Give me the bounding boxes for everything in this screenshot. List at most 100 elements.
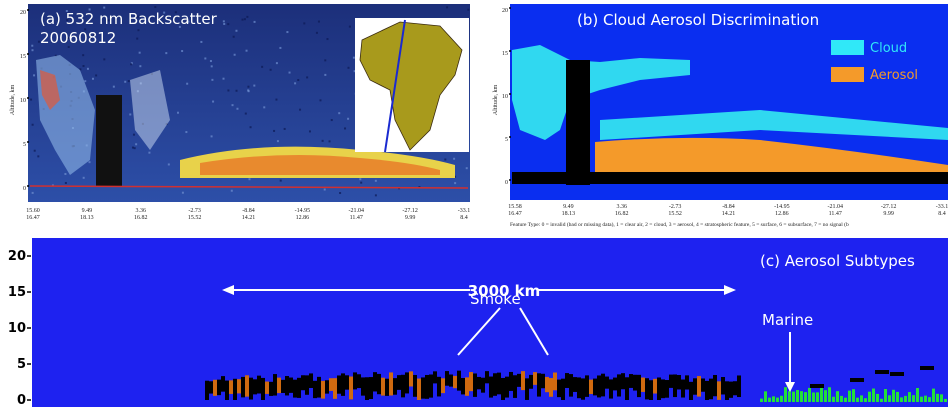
speckle: [454, 182, 456, 184]
smoke: [261, 378, 265, 400]
panel-b: (b) Cloud Aerosol Discrimination Cloud A…: [510, 4, 948, 228]
smoke: [393, 378, 397, 395]
smoke: [349, 377, 353, 400]
speckle: [250, 126, 252, 128]
speckle: [306, 76, 308, 78]
speckle: [89, 161, 91, 163]
smoke: [277, 378, 281, 394]
speckle: [32, 192, 34, 194]
marine: [792, 392, 795, 402]
speckle: [83, 177, 85, 179]
date: 20060812: [40, 29, 116, 47]
smoke: [361, 377, 365, 395]
marine: [928, 397, 931, 402]
smoke: [733, 381, 737, 395]
smoke: [317, 377, 321, 398]
smoke: [469, 372, 473, 391]
smoke: [325, 380, 329, 393]
speckle: [182, 192, 184, 194]
marine: [920, 397, 923, 402]
smoke: [517, 374, 521, 387]
smoke: [681, 380, 685, 398]
speckle: [324, 189, 326, 191]
smoke: [497, 373, 501, 395]
speckle: [303, 22, 305, 24]
speckle: [299, 109, 301, 111]
speckle: [223, 20, 225, 22]
smoke: [357, 374, 361, 388]
x-tick-label: 16.82: [134, 215, 148, 221]
smoke: [389, 372, 393, 395]
smoke: [413, 375, 417, 397]
smoke: [373, 372, 377, 391]
speckle: [233, 36, 235, 38]
smoke: [481, 378, 485, 393]
speckle: [270, 69, 272, 71]
speckle: [236, 108, 238, 110]
marine: [772, 396, 775, 402]
smoke: [649, 380, 653, 400]
x-tick-label: -8.84: [722, 204, 735, 210]
marine: [900, 397, 903, 402]
smoke: [505, 377, 509, 398]
smoke: [557, 380, 561, 398]
smoke: [589, 380, 593, 394]
smoke: [221, 376, 225, 392]
smoke: [241, 377, 245, 397]
speckle: [338, 112, 340, 114]
smoke: [441, 378, 445, 393]
smoke: [625, 377, 629, 400]
smoke: [249, 378, 253, 400]
smoke: [689, 382, 693, 400]
feature: [850, 378, 864, 382]
smoke: [213, 380, 217, 396]
marine: [924, 396, 927, 402]
smoke: [685, 375, 689, 389]
smoke: [633, 375, 637, 391]
smoke: [569, 374, 573, 397]
smoke: [601, 374, 605, 397]
speckle: [245, 113, 247, 115]
smoke: [265, 382, 269, 394]
smoke: [585, 375, 589, 397]
marine: [832, 397, 835, 402]
marine: [940, 394, 943, 402]
smoke: [377, 374, 381, 394]
annotation: Smoke: [470, 290, 521, 308]
speckle: [276, 62, 278, 64]
smoke: [525, 378, 529, 400]
speckle: [247, 86, 249, 88]
x-tick-label: 14.21: [722, 211, 736, 217]
speckle: [444, 158, 446, 160]
speckle: [316, 32, 318, 34]
speckle: [204, 57, 206, 59]
marine: [876, 394, 879, 402]
smoke: [565, 373, 569, 388]
smoke: [537, 373, 541, 396]
y-tick-label: 15: [20, 54, 26, 60]
speckle: [32, 49, 34, 51]
x-tick-label: 9.49: [563, 204, 574, 210]
speckle: [227, 89, 229, 91]
smoke: [701, 378, 705, 391]
speckle: [275, 99, 277, 101]
speckle: [284, 128, 286, 130]
marine: [884, 389, 887, 402]
speckle: [37, 155, 39, 157]
marine: [788, 391, 791, 402]
smoke: [461, 378, 465, 394]
speckle: [154, 6, 156, 8]
smoke: [545, 377, 549, 392]
smoke: [297, 378, 301, 398]
speckle: [344, 127, 346, 129]
smoke: [489, 377, 493, 398]
speckle: [168, 163, 170, 165]
speckle: [253, 85, 255, 87]
smoke: [717, 381, 721, 400]
smoke: [453, 376, 457, 388]
speckle: [326, 38, 328, 40]
x-tick-label: -14.95: [295, 208, 311, 214]
speckle: [347, 67, 349, 69]
smoke: [421, 377, 425, 398]
marine: [796, 390, 799, 402]
